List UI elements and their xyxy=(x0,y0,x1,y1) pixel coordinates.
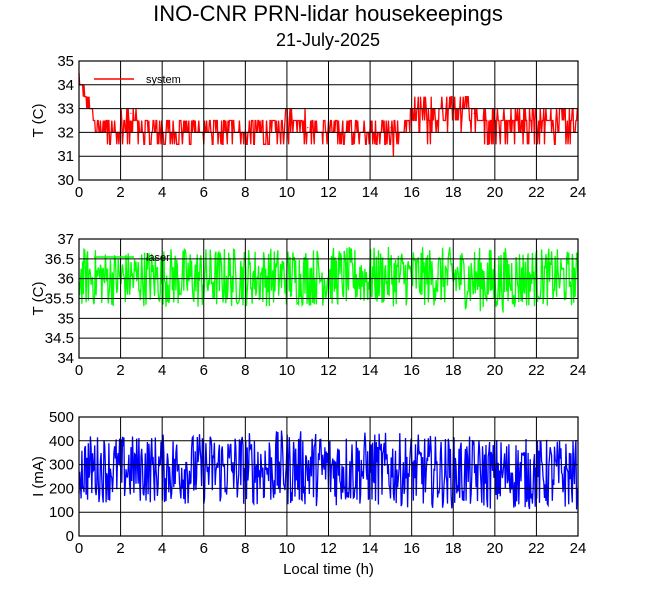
data-point xyxy=(130,112,132,114)
y-tick-label: 500 xyxy=(49,409,74,426)
legend-label: system xyxy=(146,74,181,86)
x-tick-label: 16 xyxy=(403,362,420,379)
x-tick-label: 10 xyxy=(279,362,296,379)
data-point xyxy=(431,115,434,117)
panel-2: 0 2 4 6 8 10 12 14 16 18 20 22 243434.53535.53636.53… xyxy=(30,231,586,379)
y-tick-label: 34.5 xyxy=(45,330,74,347)
x-tick-label: 14 xyxy=(362,184,379,201)
chart-subtitle: 21-July-2025 xyxy=(276,30,380,50)
x-tick-label: 0 xyxy=(75,184,83,201)
plot-frame xyxy=(78,238,579,359)
data-point xyxy=(140,129,142,131)
x-tick-label: 12 xyxy=(320,362,337,379)
x-tick-label: 8 xyxy=(241,540,249,557)
plot-frame xyxy=(78,60,579,181)
x-tick-label: 22 xyxy=(528,362,545,379)
legend-label: laser xyxy=(146,252,170,264)
x-tick-label: 6 xyxy=(200,362,208,379)
y-tick-label: 34 xyxy=(57,77,74,94)
x-tick-label: 2 xyxy=(116,362,124,379)
y-tick-label: 35 xyxy=(57,310,74,327)
x-tick-label: 24 xyxy=(570,184,587,201)
y-tick-label: 37 xyxy=(57,231,74,248)
x-tick-label: 2 xyxy=(116,540,124,557)
x-tick-label: 20 xyxy=(486,540,503,557)
y-tick-label: 400 xyxy=(49,433,74,450)
x-tick-label: 4 xyxy=(158,540,166,557)
y-tick-label: 33 xyxy=(57,101,74,118)
y-tick-label: 200 xyxy=(49,480,74,497)
x-tick-label: 14 xyxy=(362,540,379,557)
data-point xyxy=(390,127,392,129)
y-tick-label: 0 xyxy=(66,528,74,545)
data-point xyxy=(307,127,309,129)
x-tick-label: 24 xyxy=(570,540,587,557)
y-tick-label: 300 xyxy=(49,457,74,474)
x-tick-label: 24 xyxy=(570,362,587,379)
x-tick-label: 4 xyxy=(158,184,166,201)
x-tick-label: 16 xyxy=(403,184,420,201)
x-tick-label: 12 xyxy=(320,540,337,557)
y-tick-label: 31 xyxy=(57,148,74,165)
x-tick-label: 22 xyxy=(528,540,545,557)
x-tick-label: 14 xyxy=(362,362,379,379)
x-tick-label: 8 xyxy=(241,184,249,201)
x-tick-label: 18 xyxy=(445,362,462,379)
data-point xyxy=(556,117,558,119)
y-tick-label: 35 xyxy=(57,53,74,70)
x-axis-label: Local time (h) xyxy=(283,561,374,578)
data-point xyxy=(182,129,184,131)
x-tick-label: 16 xyxy=(403,540,420,557)
y-tick-label: 36.5 xyxy=(45,251,74,268)
plot-frame xyxy=(78,416,579,537)
x-tick-label: 10 xyxy=(279,184,296,201)
x-tick-label: 22 xyxy=(528,184,545,201)
y-axis-label: T (C) xyxy=(30,104,47,138)
y-tick-label: 100 xyxy=(49,504,74,521)
y-tick-label: 34 xyxy=(57,350,74,367)
x-tick-label: 6 xyxy=(200,540,208,557)
data-point xyxy=(99,129,101,131)
x-tick-label: 0 xyxy=(75,540,83,557)
x-tick-label: 20 xyxy=(486,362,503,379)
x-tick-label: 18 xyxy=(445,540,462,557)
y-axis-label: T (C) xyxy=(30,282,47,316)
y-axis-label: I (mA) xyxy=(30,456,47,497)
x-tick-label: 0 xyxy=(75,362,83,379)
y-tick-label: 36 xyxy=(57,271,74,288)
data-point xyxy=(223,129,226,131)
x-tick-label: 10 xyxy=(279,540,296,557)
y-tick-label: 30 xyxy=(57,172,74,189)
data-point xyxy=(515,115,517,117)
x-tick-label: 8 xyxy=(241,362,249,379)
x-tick-label: 2 xyxy=(116,184,124,201)
data-point xyxy=(275,129,278,131)
y-tick-label: 35.5 xyxy=(45,291,74,308)
chart-title: INO-CNR PRN-lidar housekeepings xyxy=(153,1,503,26)
data-point xyxy=(348,129,350,131)
y-tick-label: 32 xyxy=(57,124,74,141)
data-point xyxy=(473,112,475,114)
x-tick-label: 18 xyxy=(445,184,462,201)
x-tick-label: 12 xyxy=(320,184,337,201)
x-tick-label: 6 xyxy=(200,184,208,201)
x-tick-label: 20 xyxy=(486,184,503,201)
x-tick-label: 4 xyxy=(158,362,166,379)
